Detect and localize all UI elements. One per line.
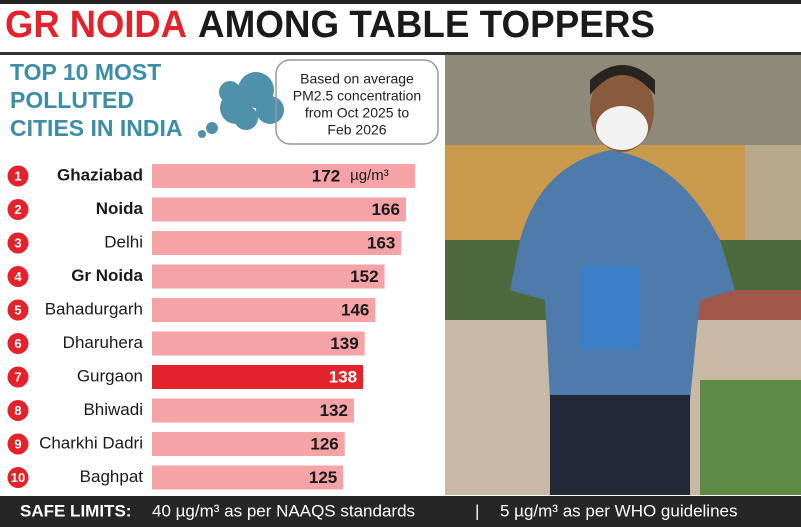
headline: AMONG TABLE TOPPERS bbox=[198, 4, 655, 46]
bar bbox=[152, 398, 354, 423]
footer-item: 5 µg/m³ as per WHO guidelines bbox=[500, 501, 738, 520]
value-label: 152 bbox=[350, 267, 378, 286]
category-label: Baghpat bbox=[80, 467, 144, 486]
note-box bbox=[275, 59, 439, 145]
category-label: Noida bbox=[96, 199, 144, 218]
bar bbox=[152, 231, 402, 255]
top-rule bbox=[0, 0, 801, 4]
rank-badge bbox=[7, 266, 29, 287]
chart-title: CITIES IN INDIA bbox=[10, 115, 183, 141]
photo bbox=[445, 55, 801, 495]
value-label: 139 bbox=[330, 334, 358, 353]
footer-bar bbox=[0, 496, 801, 527]
rank: 1 bbox=[14, 168, 21, 183]
rank-badge bbox=[7, 400, 29, 421]
rank-badge bbox=[7, 165, 29, 187]
rank: 5 bbox=[14, 302, 21, 317]
rank: 8 bbox=[14, 403, 21, 418]
category-label: Bhiwadi bbox=[83, 400, 143, 419]
value-label: 172 bbox=[312, 166, 340, 185]
value-label: 166 bbox=[372, 200, 400, 219]
category-label: Dharuhera bbox=[63, 333, 144, 352]
note: Feb 2026 bbox=[327, 122, 386, 138]
rank-badge bbox=[7, 232, 29, 254]
bar bbox=[152, 465, 344, 490]
value-label: 138 bbox=[329, 367, 357, 386]
category-label: Bahadurgarh bbox=[45, 299, 143, 318]
footer-label: SAFE LIMITS: bbox=[20, 501, 131, 520]
category-label: Gr Noida bbox=[71, 266, 143, 285]
note: from Oct 2025 to bbox=[305, 105, 409, 121]
rank-badge bbox=[7, 366, 29, 388]
rank-badge bbox=[7, 333, 29, 354]
rank: 4 bbox=[14, 269, 22, 284]
category-label: Gurgaon bbox=[77, 366, 143, 385]
footer-separator: | bbox=[475, 501, 479, 520]
bar bbox=[152, 164, 416, 188]
cloud-icon bbox=[198, 72, 284, 138]
value-label: 163 bbox=[367, 233, 395, 252]
rank-badge bbox=[7, 199, 29, 220]
rank-badge bbox=[7, 467, 29, 488]
bar bbox=[152, 264, 385, 289]
chart-title: POLLUTED bbox=[10, 87, 134, 113]
value-label: 146 bbox=[341, 300, 369, 319]
chart-title: TOP 10 MOST bbox=[10, 59, 161, 85]
rank: 3 bbox=[14, 235, 21, 250]
value-label: 132 bbox=[320, 401, 348, 420]
category-label: Ghaziabad bbox=[57, 165, 143, 184]
category-label: Delhi bbox=[104, 232, 143, 251]
category-label: Charkhi Dadri bbox=[39, 433, 143, 452]
note: PM2.5 concentration bbox=[293, 88, 421, 104]
unit-label: µg/m³ bbox=[350, 167, 389, 184]
rank-badge bbox=[7, 433, 29, 455]
bar bbox=[152, 331, 365, 356]
bar bbox=[152, 365, 364, 389]
bar bbox=[152, 197, 406, 222]
footer-item: 40 µg/m³ as per NAAQS standards bbox=[152, 501, 415, 520]
value-label: 126 bbox=[310, 434, 338, 453]
bar bbox=[152, 432, 345, 456]
rank: 7 bbox=[14, 369, 21, 384]
rank: 6 bbox=[14, 336, 21, 351]
bar bbox=[152, 298, 376, 322]
headline-rule bbox=[0, 52, 801, 55]
rank: 10 bbox=[11, 470, 25, 485]
headline-highlight: GR NOIDA bbox=[5, 4, 187, 46]
rank-badge bbox=[7, 299, 29, 321]
rank: 9 bbox=[14, 436, 21, 451]
value-label: 125 bbox=[309, 468, 337, 487]
note: Based on average bbox=[300, 71, 414, 87]
rank: 2 bbox=[14, 202, 21, 217]
